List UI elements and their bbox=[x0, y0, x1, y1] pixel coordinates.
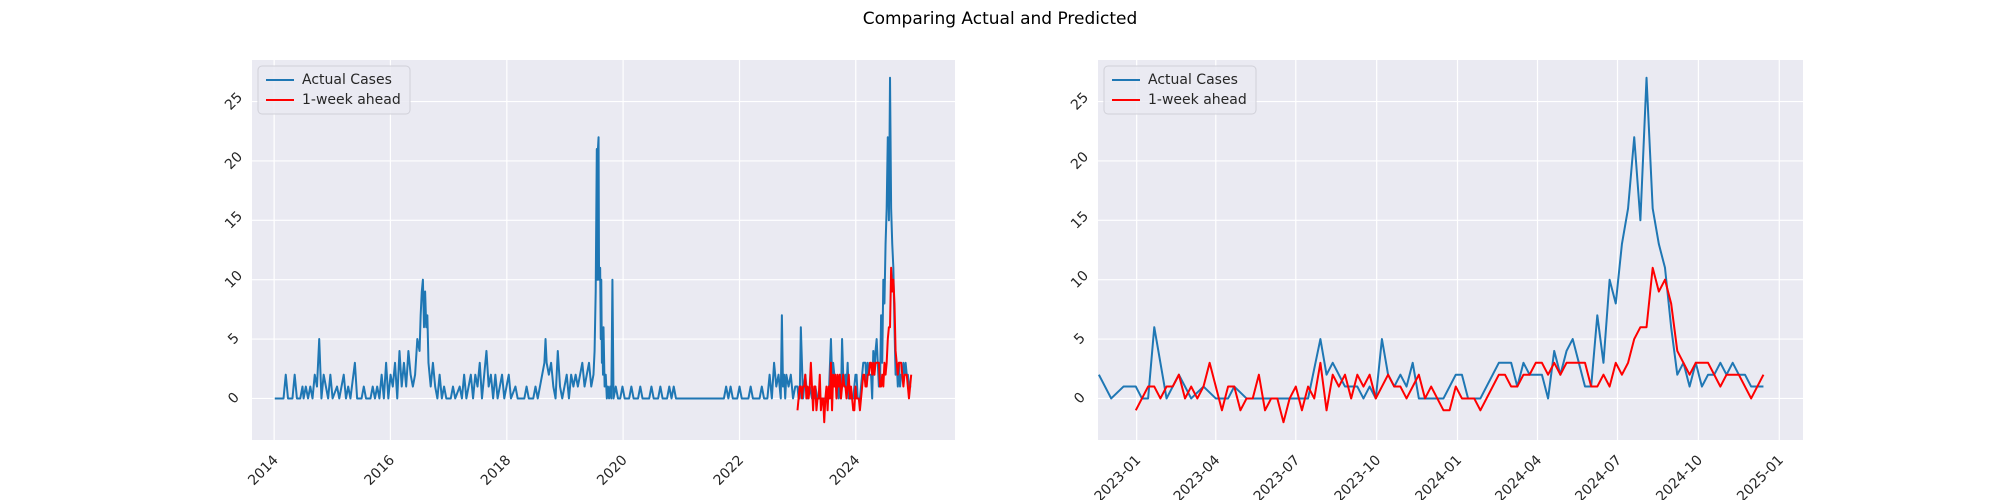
series-line-actual-cases bbox=[1097, 76, 1764, 400]
x-tick-label: 2024-07 bbox=[1572, 452, 1625, 500]
y-tick-label: 5 bbox=[225, 330, 243, 348]
x-tick-label: 2018 bbox=[478, 452, 515, 489]
x-tick-label: 2016 bbox=[361, 452, 398, 489]
series-line-1-week-ahead bbox=[1134, 266, 1765, 424]
y-tick-label: 0 bbox=[1071, 390, 1089, 408]
x-tick-label: 2025-01 bbox=[1734, 452, 1787, 500]
plot-area bbox=[1097, 76, 1765, 424]
y-tick-label: 20 bbox=[222, 149, 246, 173]
panel-full-history: 2014 2016 2018 2020 2022 2024 0 5 10 15 20 25 Actu… bbox=[222, 60, 955, 489]
x-tick-label: 2024-01 bbox=[1412, 452, 1465, 500]
x-tick-labels: 2023-01 2023-04 2023-07 2023-10 2024-01 2024-… bbox=[1092, 452, 1787, 500]
x-tick-label: 2023-07 bbox=[1251, 452, 1304, 500]
series-line-1-week-ahead bbox=[796, 266, 913, 424]
figure-suptitle: Comparing Actual and Predicted bbox=[863, 9, 1138, 29]
x-tick-label: 2020 bbox=[594, 452, 631, 489]
x-tick-label: 2024 bbox=[827, 452, 864, 489]
y-tick-label: 15 bbox=[222, 208, 246, 232]
x-tick-label: 2024-04 bbox=[1492, 452, 1545, 500]
panel-recent-zoom: 2023-01 2023-04 2023-07 2023-10 2024-01 2024-… bbox=[1068, 60, 1803, 500]
y-tick-label: 0 bbox=[225, 390, 243, 408]
y-tick-label: 5 bbox=[1071, 330, 1089, 348]
legend-frame bbox=[1103, 65, 1257, 115]
y-tick-label: 15 bbox=[1068, 208, 1092, 232]
x-tick-label: 2023-01 bbox=[1092, 452, 1145, 500]
x-tick-label: 2023-04 bbox=[1171, 452, 1224, 500]
legend-label-actual: Actual Cases bbox=[1148, 72, 1238, 88]
y-tick-label: 10 bbox=[222, 268, 246, 292]
y-tick-labels: 0 5 10 15 20 25 bbox=[222, 90, 246, 408]
x-tick-label: 2014 bbox=[245, 452, 282, 489]
y-tick-label: 20 bbox=[1068, 149, 1092, 173]
y-tick-labels: 0 5 10 15 20 25 bbox=[1068, 90, 1092, 408]
legend: Actual Cases 1-week ahead bbox=[257, 65, 411, 115]
x-tick-labels: 2014 2016 2018 2020 2022 2024 bbox=[245, 452, 863, 489]
y-tick-label: 25 bbox=[222, 90, 246, 114]
legend-label-predicted: 1-week ahead bbox=[302, 92, 401, 108]
y-tick-label: 10 bbox=[1068, 268, 1092, 292]
x-tick-label: 2024-10 bbox=[1653, 452, 1706, 500]
legend-frame bbox=[257, 65, 411, 115]
x-tick-label: 2023-10 bbox=[1332, 452, 1385, 500]
legend: Actual Cases 1-week ahead bbox=[1103, 65, 1257, 115]
legend-label-predicted: 1-week ahead bbox=[1148, 92, 1247, 108]
x-tick-label: 2022 bbox=[711, 452, 748, 489]
legend-label-actual: Actual Cases bbox=[302, 72, 392, 88]
plot-area bbox=[274, 76, 913, 424]
y-tick-label: 25 bbox=[1068, 90, 1092, 114]
